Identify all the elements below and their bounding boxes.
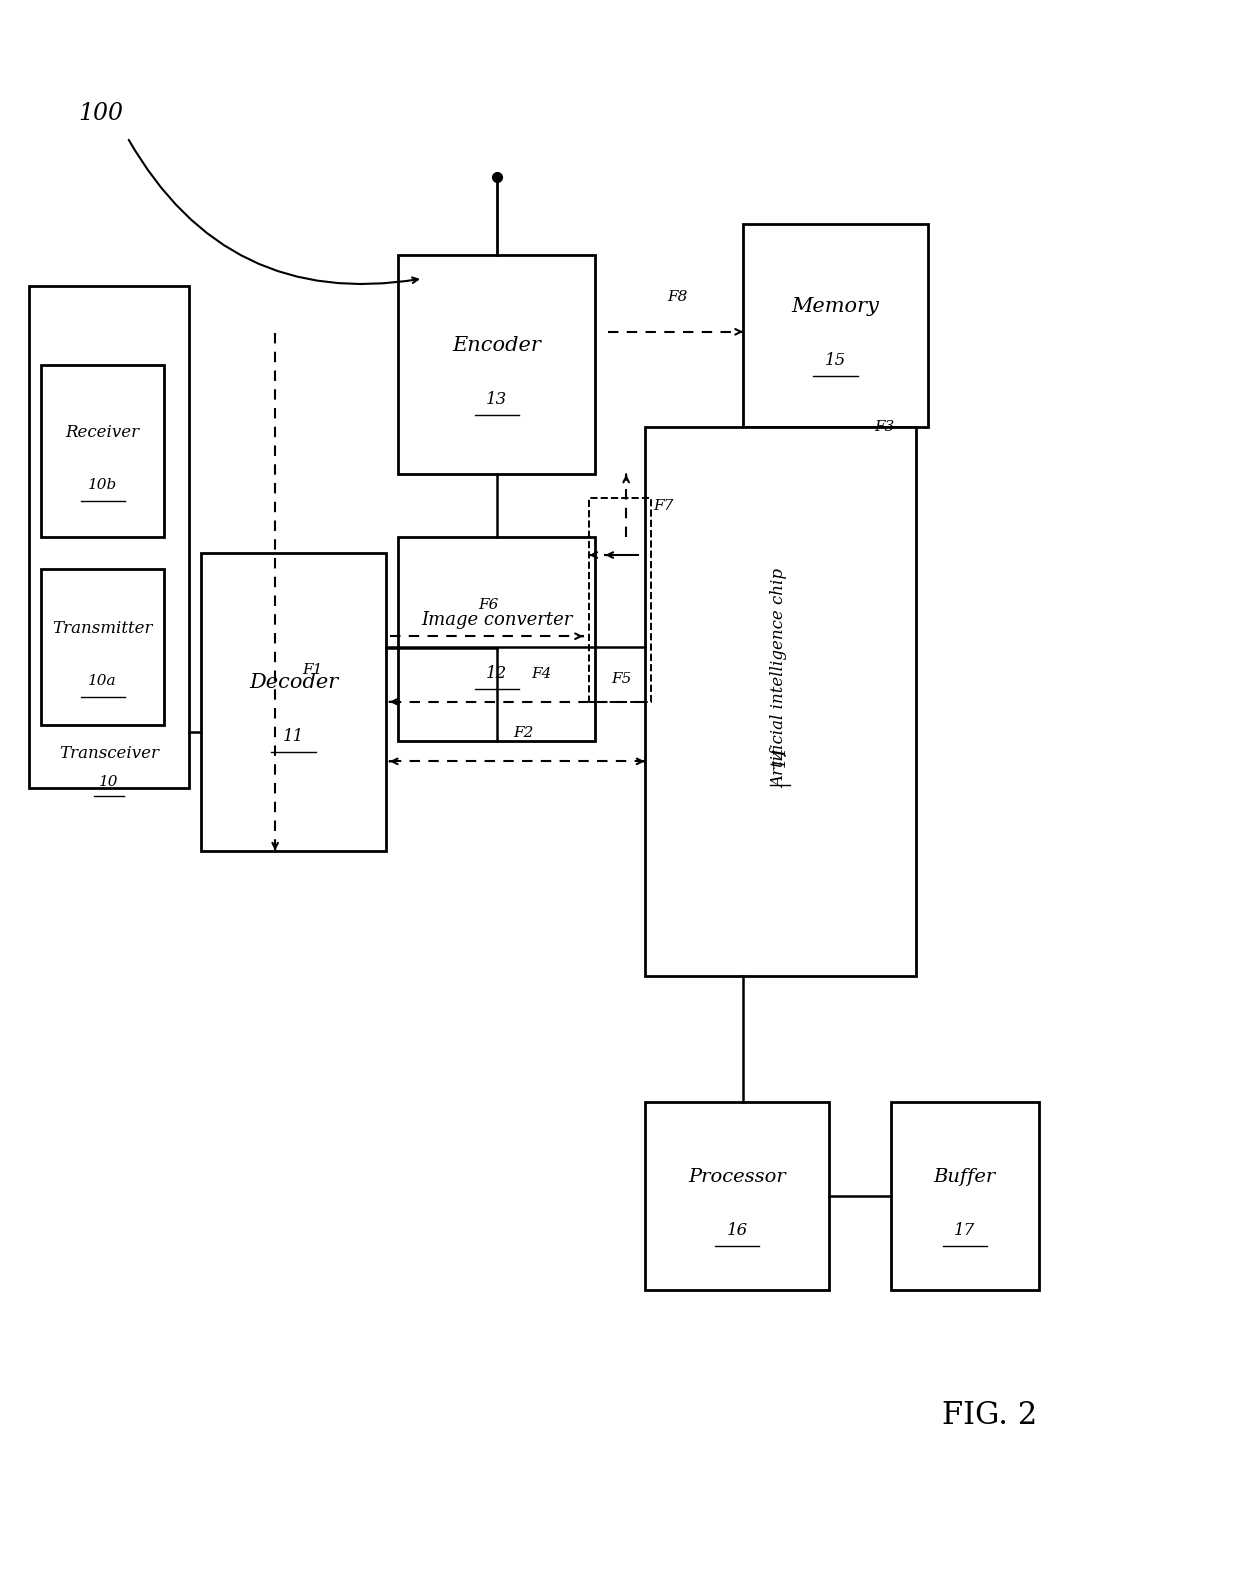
Text: 15: 15 — [825, 351, 846, 369]
Text: Receiver: Receiver — [66, 424, 140, 441]
Text: F8: F8 — [667, 290, 688, 304]
Text: Transmitter: Transmitter — [52, 619, 153, 637]
Bar — [41, 364, 164, 537]
Bar — [645, 427, 915, 976]
Bar — [398, 255, 595, 474]
Bar — [41, 569, 164, 725]
Text: Decoder: Decoder — [249, 673, 339, 692]
Text: Memory: Memory — [791, 298, 879, 317]
Text: F1: F1 — [301, 663, 322, 678]
Text: Processor: Processor — [688, 1168, 786, 1185]
Text: F7: F7 — [653, 500, 673, 512]
Bar — [892, 1102, 1039, 1289]
Text: 17: 17 — [955, 1221, 976, 1239]
Text: F6: F6 — [479, 597, 498, 611]
Text: 10a: 10a — [88, 675, 117, 689]
Bar — [29, 287, 188, 788]
Bar — [589, 498, 651, 701]
Text: Transceiver: Transceiver — [58, 745, 159, 763]
Text: 10b: 10b — [88, 479, 118, 492]
Text: 10: 10 — [99, 775, 119, 788]
Text: F4: F4 — [532, 667, 552, 681]
Bar — [645, 1102, 830, 1289]
Text: 14: 14 — [771, 745, 789, 768]
Text: 13: 13 — [486, 391, 507, 408]
Text: 16: 16 — [727, 1221, 748, 1239]
Text: Image converter: Image converter — [422, 611, 573, 629]
Text: 100: 100 — [78, 102, 123, 126]
Text: FIG. 2: FIG. 2 — [942, 1399, 1037, 1431]
Text: 12: 12 — [486, 665, 507, 682]
Text: F2: F2 — [513, 727, 533, 741]
Bar — [743, 224, 928, 427]
Text: F5: F5 — [611, 671, 631, 686]
Text: Buffer: Buffer — [934, 1168, 996, 1185]
Text: 11: 11 — [283, 728, 304, 745]
Bar — [398, 537, 595, 741]
Text: Encoder: Encoder — [453, 336, 542, 356]
Text: F3: F3 — [874, 421, 895, 435]
Text: Artificial intelligence chip: Artificial intelligence chip — [771, 569, 789, 788]
Bar — [201, 553, 386, 851]
